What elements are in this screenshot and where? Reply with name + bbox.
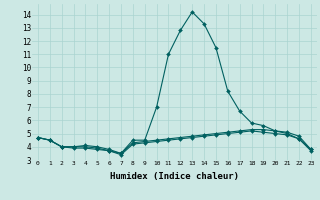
X-axis label: Humidex (Indice chaleur): Humidex (Indice chaleur) xyxy=(110,172,239,181)
